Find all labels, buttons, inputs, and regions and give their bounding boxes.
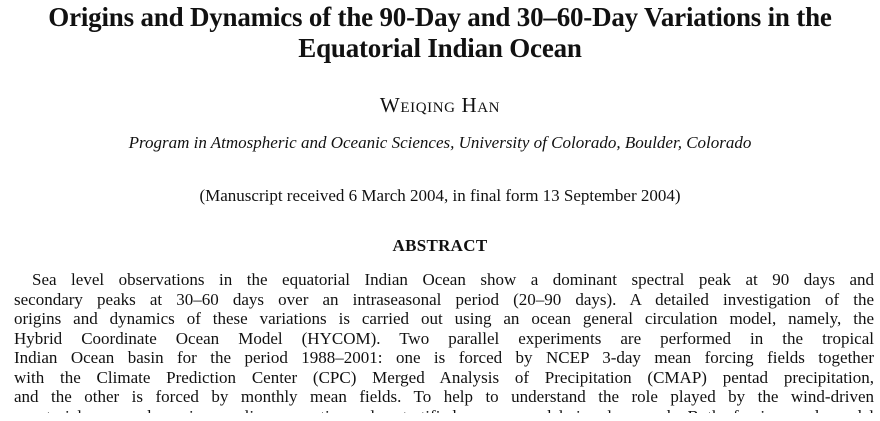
abstract-line: origins and dynamics of these variations…: [14, 309, 874, 328]
abstract-line: and the other is forced by monthly mean …: [14, 387, 874, 406]
manuscript-history: (Manuscript received 6 March 2004, in fi…: [199, 186, 681, 205]
abstract-heading: ABSTRACT: [392, 236, 488, 255]
paper-title-line-2: Equatorial Indian Ocean: [298, 33, 582, 63]
abstract-line: Hybrid Coordinate Ocean Model (HYCOM). T…: [14, 328, 874, 348]
paper-title: Origins and Dynamics of the 90-Day and 3…: [0, 2, 880, 64]
abstract-line: secondary peaks at 30–60 days over an in…: [14, 289, 874, 309]
abstract-line: equatorial wave dynamics, a linear conti…: [14, 407, 874, 413]
author-name: Weiqing Han: [379, 93, 501, 117]
paper-title-line-1: Origins and Dynamics of the 90-Day and 3…: [48, 2, 832, 32]
author-affiliation: Program in Atmospheric and Oceanic Scien…: [128, 133, 752, 152]
abstract-line: Sea level observations in the equatorial…: [32, 270, 874, 289]
abstract-body: Sea level observations in the equatorial…: [14, 270, 874, 413]
abstract-line: Indian Ocean basin for the period 1988–2…: [14, 348, 874, 367]
abstract-line: with the Climate Prediction Center (CPC)…: [14, 367, 874, 387]
